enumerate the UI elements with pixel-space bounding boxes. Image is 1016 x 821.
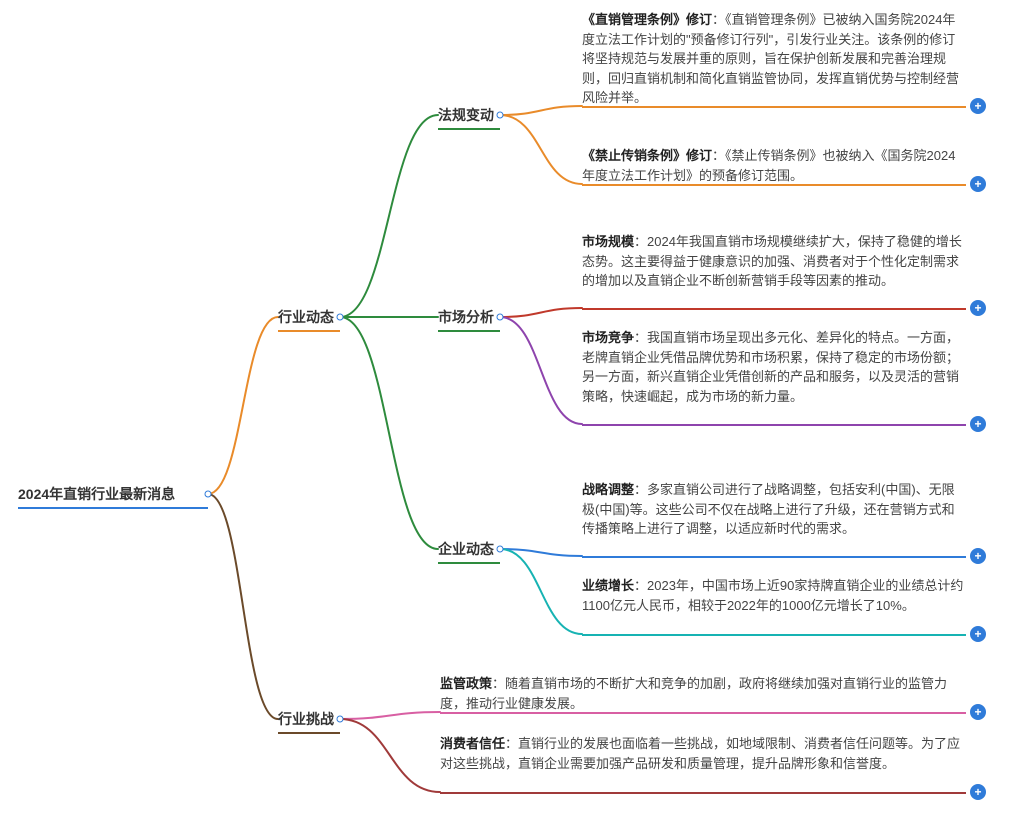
leaf-chal2-underline xyxy=(440,792,966,794)
l2-regulation-underline xyxy=(438,128,500,130)
l1-industry-underline xyxy=(278,330,340,332)
l1-challenge-label: 行业挑战 xyxy=(278,711,334,727)
leaf-reg1-title: 《直销管理条例》修订 xyxy=(582,12,712,27)
leaf-reg2-title: 《禁止传销条例》修订 xyxy=(582,148,712,163)
leaf-ent2: 业绩增长：2023年，中国市场上近90家持牌直销企业的业绩总计约1100亿元人民… xyxy=(582,576,966,634)
leaf-mkt2-body: ：我国直销市场呈现出多元化、差异化的特点。一方面，老牌直销企业凭借品牌优势和市场… xyxy=(582,330,959,404)
leaf-mkt2: 市场竞争：我国直销市场呈现出多元化、差异化的特点。一方面，老牌直销企业凭借品牌优… xyxy=(582,328,966,424)
branch-dot xyxy=(205,491,212,498)
expand-icon[interactable]: + xyxy=(970,548,986,564)
leaf-ent1-title: 战略调整 xyxy=(582,482,634,497)
leaf-reg2-underline xyxy=(582,184,966,186)
leaf-chal1-body: ：随着直销市场的不断扩大和竞争的加剧，政府将继续加强对直销行业的监管力度，推动行… xyxy=(440,676,947,711)
leaf-chal2: 消费者信任：直销行业的发展也面临着一些挑战，如地域限制、消费者信任问题等。为了应… xyxy=(440,734,966,792)
l2-market-underline xyxy=(438,330,500,332)
leaf-mkt2-underline xyxy=(582,424,966,426)
branch-dot xyxy=(497,112,504,119)
l2-regulation-label: 法规变动 xyxy=(438,107,494,123)
expand-icon[interactable]: + xyxy=(970,704,986,720)
expand-icon[interactable]: + xyxy=(970,626,986,642)
leaf-mkt1-title: 市场规模 xyxy=(582,234,634,249)
leaf-ent2-body: ：2023年，中国市场上近90家持牌直销企业的业绩总计约1100亿元人民币，相较… xyxy=(582,578,963,613)
branch-dot xyxy=(337,314,344,321)
leaf-chal2-body: ：直销行业的发展也面临着一些挑战，如地域限制、消费者信任问题等。为了应对这些挑战… xyxy=(440,736,960,771)
root-node: 2024年直销行业最新消息 xyxy=(18,484,208,507)
root-underline xyxy=(18,507,208,509)
branch-dot xyxy=(337,716,344,723)
leaf-reg1-underline xyxy=(582,106,966,108)
leaf-ent1-underline xyxy=(582,556,966,558)
branch-dot xyxy=(497,546,504,553)
leaf-chal2-title: 消费者信任 xyxy=(440,736,505,751)
leaf-mkt2-title: 市场竞争 xyxy=(582,330,634,345)
l2-enterprise-label: 企业动态 xyxy=(438,541,494,557)
leaf-chal1-title: 监管政策 xyxy=(440,676,492,691)
leaf-chal1-underline xyxy=(440,712,966,714)
leaf-reg2: 《禁止传销条例》修订：《禁止传销条例》也被纳入《国务院2024年度立法工作计划》… xyxy=(582,146,966,184)
root-label: 2024年直销行业最新消息 xyxy=(18,486,175,502)
l1-industry: 行业动态 xyxy=(278,307,340,330)
leaf-chal1: 监管政策：随着直销市场的不断扩大和竞争的加剧，政府将继续加强对直销行业的监管力度… xyxy=(440,674,966,712)
expand-icon[interactable]: + xyxy=(970,176,986,192)
leaf-mkt1: 市场规模：2024年我国直销市场规模继续扩大，保持了稳健的增长态势。这主要得益于… xyxy=(582,232,966,308)
leaf-reg1: 《直销管理条例》修订：《直销管理条例》已被纳入国务院2024年度立法工作计划的"… xyxy=(582,10,966,106)
expand-icon[interactable]: + xyxy=(970,784,986,800)
l1-challenge: 行业挑战 xyxy=(278,709,340,732)
l2-enterprise-underline xyxy=(438,562,500,564)
leaf-ent2-title: 业绩增长 xyxy=(582,578,634,593)
l2-regulation: 法规变动 xyxy=(438,105,500,128)
l2-market-label: 市场分析 xyxy=(438,309,494,325)
leaf-ent2-underline xyxy=(582,634,966,636)
leaf-mkt1-underline xyxy=(582,308,966,310)
branch-dot xyxy=(497,314,504,321)
leaf-ent1-body: ：多家直销公司进行了战略调整，包括安利(中国)、无限极(中国)等。这些公司不仅在… xyxy=(582,482,955,536)
expand-icon[interactable]: + xyxy=(970,416,986,432)
l1-challenge-underline xyxy=(278,732,340,734)
l2-enterprise: 企业动态 xyxy=(438,539,500,562)
leaf-ent1: 战略调整：多家直销公司进行了战略调整，包括安利(中国)、无限极(中国)等。这些公… xyxy=(582,480,966,556)
expand-icon[interactable]: + xyxy=(970,98,986,114)
expand-icon[interactable]: + xyxy=(970,300,986,316)
l1-industry-label: 行业动态 xyxy=(278,309,334,325)
leaf-mkt1-body: ：2024年我国直销市场规模继续扩大，保持了稳健的增长态势。这主要得益于健康意识… xyxy=(582,234,962,288)
l2-market: 市场分析 xyxy=(438,307,500,330)
